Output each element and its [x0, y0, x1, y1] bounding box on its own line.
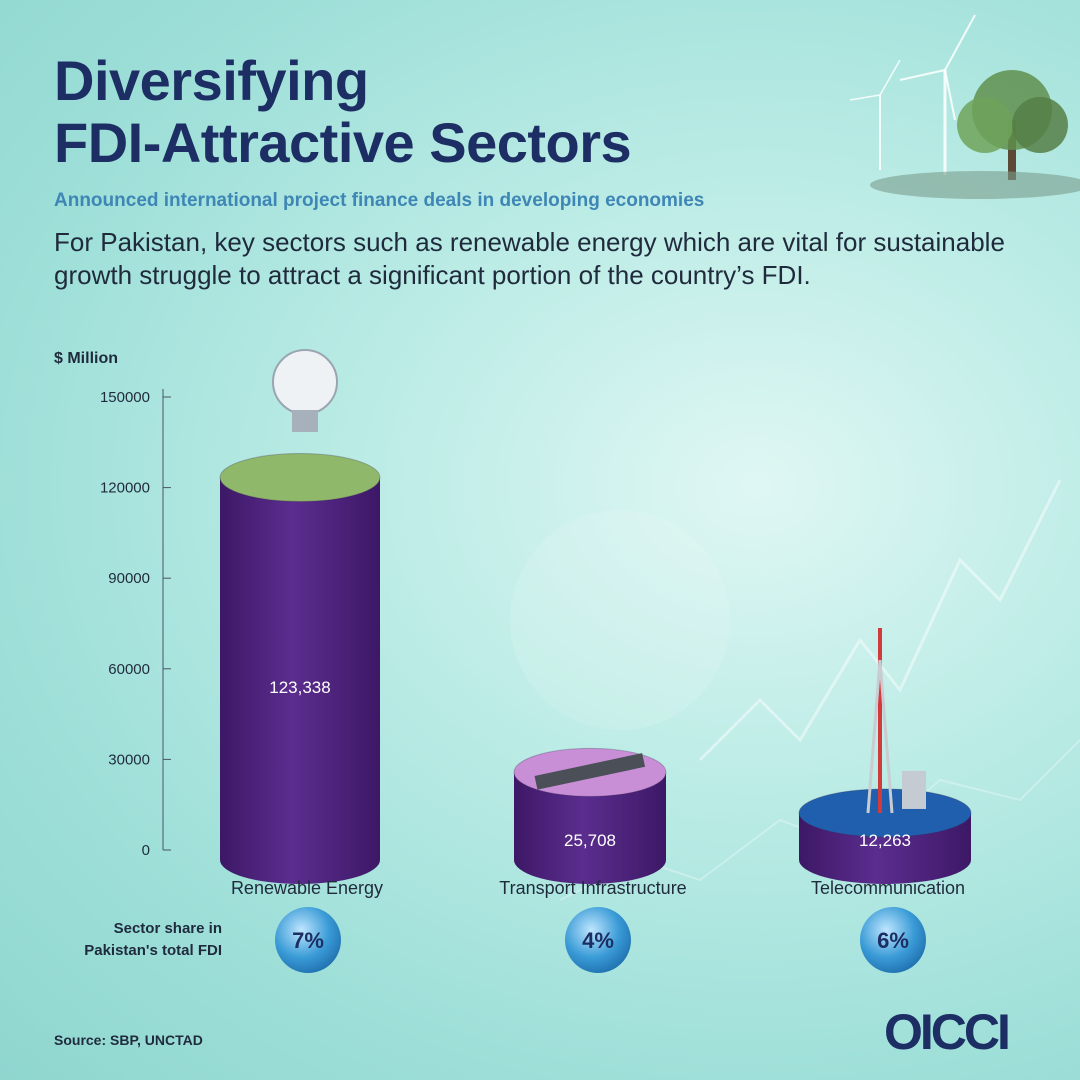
tree-icon [957, 70, 1068, 180]
category-label: Telecommunication [811, 878, 965, 898]
y-tick-label: 120000 [100, 480, 150, 497]
bar-top-illustration [798, 788, 972, 838]
telecom-tower-strut [866, 659, 882, 814]
equipment-shelter-icon [902, 770, 926, 809]
telecom-tower-strut [878, 659, 894, 814]
intro-text: For Pakistan, key sectors such as renewa… [54, 227, 1005, 290]
category-label: Renewable Energy [231, 878, 383, 898]
light-bulb-base [292, 410, 318, 432]
sector-share-bubble [860, 907, 926, 973]
category-label: Transport Infrastructure [499, 878, 686, 898]
light-bulb-icon [272, 349, 338, 415]
bar-transport-infrastructure [514, 772, 666, 884]
sector-share-value: 6% [877, 928, 909, 953]
sector-share-bubble [565, 907, 631, 973]
title-line-2: FDI-Attractive Sectors [54, 111, 632, 174]
y-tick-label: 30000 [108, 751, 150, 768]
subtitle: Announced international project finance … [54, 190, 705, 211]
y-tick-label: 0 [142, 842, 150, 859]
y-axis-unit-label: $ Million [54, 350, 118, 367]
source-note: Source: SBP, UNCTAD [54, 1032, 203, 1048]
sector-share-value: 4% [582, 928, 614, 953]
page-title: Diversifying FDI-Attractive Sectors [54, 49, 632, 174]
bar-value-label: 25,708 [564, 831, 616, 850]
road-icon [534, 753, 646, 790]
bar-top-illustration [219, 453, 381, 503]
title-line-1: Diversifying [54, 49, 369, 112]
sector-share-bubble [275, 907, 341, 973]
sector-share-label: Sector share in Pakistan's total FDI [84, 920, 222, 959]
oicci-logo: OICCI [884, 1004, 1011, 1060]
bar-value-label: 12,263 [859, 831, 911, 850]
bar-renewable-energy [220, 477, 380, 884]
island-base [870, 171, 1080, 199]
bar-value-label: 123,338 [269, 678, 330, 697]
sector-share-value: 7% [292, 928, 324, 953]
y-tick-label: 150000 [100, 389, 150, 406]
wind-turbine-icon [849, 14, 976, 175]
y-tick-label: 90000 [108, 570, 150, 587]
y-tick-label: 60000 [108, 661, 150, 678]
